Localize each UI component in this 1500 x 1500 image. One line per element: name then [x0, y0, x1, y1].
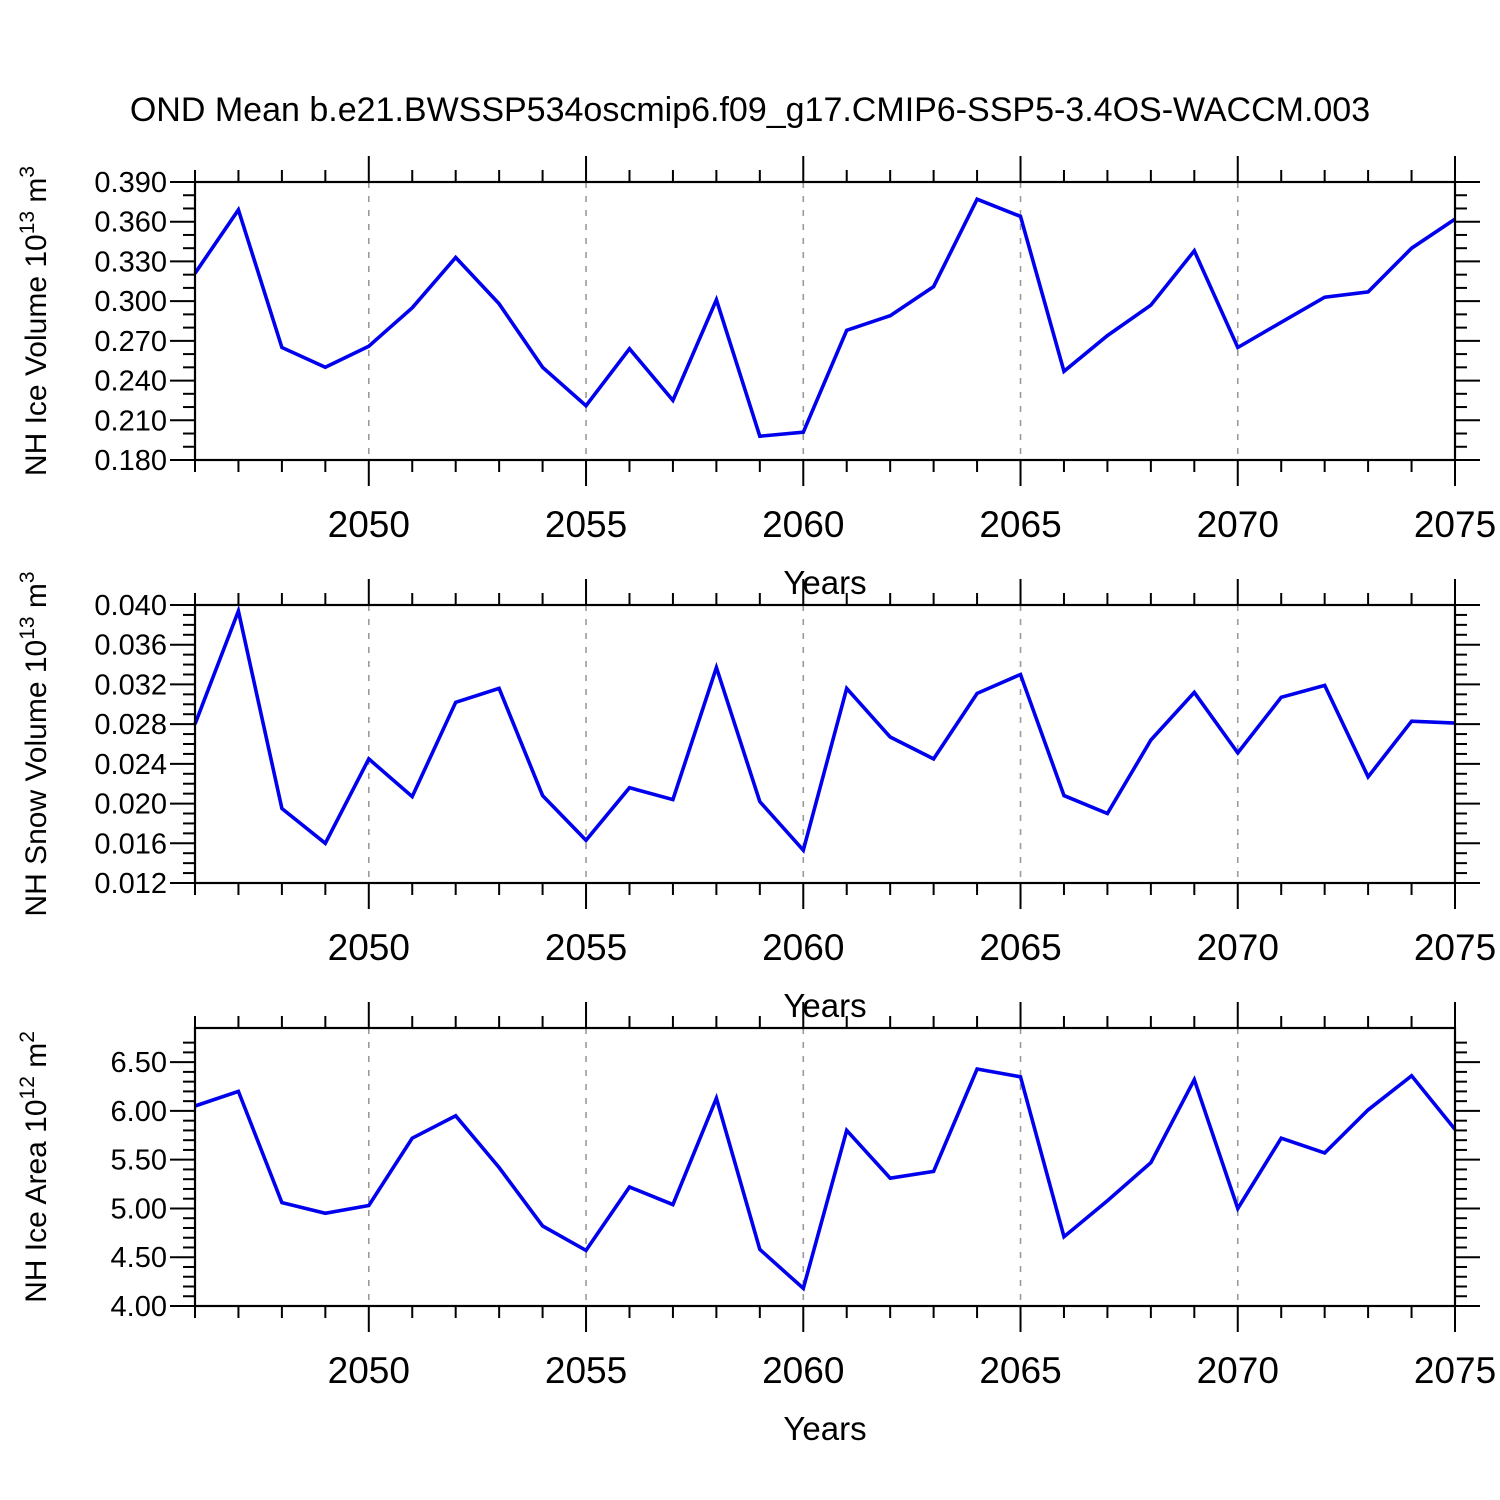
- panel-frame: [193, 1026, 1457, 1308]
- panel-1: 2050 2055 2060 2065 2070 2075 Years 0.180 0.210 0…: [16, 156, 1496, 601]
- y-tick-label: 0.024: [94, 749, 167, 781]
- x-tick-label: 2065: [979, 504, 1061, 545]
- series-line-nh-ice-area: [194, 1066, 1457, 1292]
- x-axis-title: Years: [783, 987, 866, 1024]
- x-tick-label: 2070: [1197, 1350, 1279, 1391]
- y-tick-label: 0.210: [94, 405, 167, 437]
- x-axis-title: Years: [783, 1410, 866, 1447]
- panel-2: 2050 2055 2060 2065 2070 2075 Years 0.012 0.016 0…: [16, 571, 1496, 1024]
- x-tick-label: 2055: [545, 504, 627, 545]
- y-tick-label: 0.360: [94, 207, 167, 239]
- y-tick-label: 0.032: [94, 669, 167, 701]
- y-tick-label: 6.00: [111, 1096, 167, 1128]
- x-tick-label: 2060: [762, 927, 844, 968]
- y-tick-label: 0.036: [94, 630, 167, 662]
- y-tick-label: 4.50: [111, 1242, 167, 1274]
- y-tick-label: 5.00: [111, 1193, 167, 1225]
- x-tick-label: 2075: [1414, 504, 1496, 545]
- x-tick-label: 2070: [1197, 927, 1279, 968]
- series-line-nh-snow-volume: [193, 604, 1456, 854]
- x-tick-label: 2065: [979, 927, 1061, 968]
- y-tick-label: 6.50: [111, 1047, 167, 1079]
- y-axis-title: NH Ice Area 1012 m2: [16, 1031, 53, 1303]
- x-tick-label: 2050: [328, 927, 410, 968]
- y-tick-label: 5.50: [111, 1145, 167, 1177]
- x-tick-label: 2065: [979, 1350, 1061, 1391]
- x-tick-label: 2075: [1414, 927, 1496, 968]
- panel-3: 2050 2055 2060 2065 2070 2075 Years 4.00 4.50 5.0…: [16, 1002, 1496, 1447]
- x-tick-label: 2070: [1197, 504, 1279, 545]
- y-tick-label: 0.040: [94, 590, 167, 622]
- y-tick-label: 0.028: [94, 709, 167, 741]
- panel-frame: [193, 180, 1457, 462]
- y-tick-label: 0.020: [94, 789, 167, 821]
- x-tick-label: 2060: [762, 1350, 844, 1391]
- series-line-nh-ice-volume: [193, 196, 1457, 439]
- y-tick-label: 0.270: [94, 326, 167, 358]
- y-tick-label: 0.016: [94, 828, 167, 860]
- y-tick-label: 0.012: [94, 868, 167, 900]
- x-tick-label: 2075: [1414, 1350, 1496, 1391]
- y-tick-label: 4.00: [111, 1291, 167, 1323]
- y-tick-label: 0.240: [94, 366, 167, 398]
- figure-title: OND Mean b.e21.BWSSP534oscmip6.f09_g17.C…: [130, 91, 1370, 129]
- y-tick-label: 0.390: [94, 167, 167, 199]
- x-tick-label: 2050: [328, 1350, 410, 1391]
- y-tick-label: 0.300: [94, 286, 167, 318]
- y-tick-label: 0.180: [94, 445, 167, 477]
- x-tick-label: 2050: [328, 504, 410, 545]
- y-axis-title: NH Ice Volume 1013 m3: [16, 166, 53, 476]
- x-axis-title: Years: [783, 564, 866, 601]
- x-tick-label: 2055: [545, 927, 627, 968]
- x-tick-label: 2060: [762, 504, 844, 545]
- x-tick-label: 2055: [545, 1350, 627, 1391]
- y-tick-label: 0.330: [94, 246, 167, 278]
- panel-frame: [193, 603, 1457, 885]
- y-axis-title: NH Snow Volume 1013 m3: [16, 571, 53, 916]
